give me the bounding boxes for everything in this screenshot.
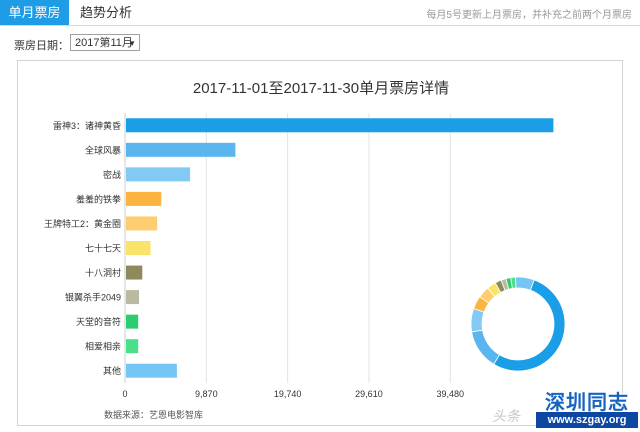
donut-slice — [470, 307, 485, 333]
category-label: 天堂的音符 — [76, 316, 121, 327]
bar — [126, 191, 162, 206]
date-select[interactable]: 2017第11月 ▼ — [70, 34, 140, 51]
bar — [126, 118, 554, 133]
chevron-down-icon: ▼ — [128, 39, 136, 48]
x-tick-label: 29,610 — [355, 389, 383, 399]
donut-slice — [515, 276, 535, 291]
category-label: 七十七天 — [85, 243, 121, 254]
x-tick-label: 9,870 — [195, 389, 218, 399]
bar — [126, 363, 177, 378]
update-note: 每月5号更新上月票房，并补充之前两个月票房 — [426, 10, 632, 21]
donut-slice — [493, 279, 566, 372]
category-label: 其他 — [103, 365, 121, 376]
tab-trend-analysis[interactable]: 趋势分析 — [80, 5, 133, 20]
tab-monthly-box-office[interactable]: 单月票房 — [0, 0, 69, 25]
bar-chart: 雷神3：诸神黄昏全球风暴密战羞羞的铁拳王牌特工2：黄金圈七十七天十八洞村银翼杀手… — [44, 113, 566, 399]
bar — [126, 265, 143, 280]
tab-bar: 单月票房 趋势分析 每月5号更新上月票房，并补充之前两个月票房 — [0, 0, 640, 26]
watermark-logo: 深圳同志 www.szgay.org — [534, 386, 640, 432]
date-select-value: 2017第11月 — [75, 37, 133, 49]
x-tick-label: 0 — [122, 389, 127, 399]
bar — [126, 314, 139, 329]
category-label: 相爱相亲 — [85, 341, 121, 352]
category-label: 银翼杀手2049 — [65, 292, 121, 303]
x-tick-label: 39,480 — [436, 389, 464, 399]
category-label: 密战 — [103, 169, 121, 180]
category-label: 王牌特工2：黄金圈 — [44, 218, 121, 229]
date-filter-label: 票房日期： — [14, 40, 69, 52]
watermark-text: 头条 — [492, 408, 520, 424]
category-label: 羞羞的铁拳 — [76, 193, 121, 204]
bar — [126, 339, 139, 354]
x-tick-label: 19,740 — [274, 389, 302, 399]
watermark-logo-title: 深圳同志 — [545, 392, 629, 414]
bar — [126, 167, 191, 182]
category-label: 全球风暴 — [85, 144, 121, 155]
category-label: 十八洞村 — [85, 267, 121, 278]
donut-slice — [471, 329, 500, 365]
watermark-logo-url: www.szgay.org — [536, 412, 638, 428]
chart-panel: 2017-11-01至2017-11-30单月票房详情 雷神3：诸神黄昏全球风暴… — [17, 60, 623, 426]
category-label: 雷神3：诸神黄昏 — [53, 120, 121, 131]
bar — [126, 216, 158, 231]
data-source: 数据来源：艺恩电影智库 — [104, 410, 204, 420]
bar — [126, 290, 140, 305]
chart-title: 2017-11-01至2017-11-30单月票房详情 — [192, 80, 450, 97]
bar — [126, 142, 236, 157]
bar — [126, 241, 151, 255]
